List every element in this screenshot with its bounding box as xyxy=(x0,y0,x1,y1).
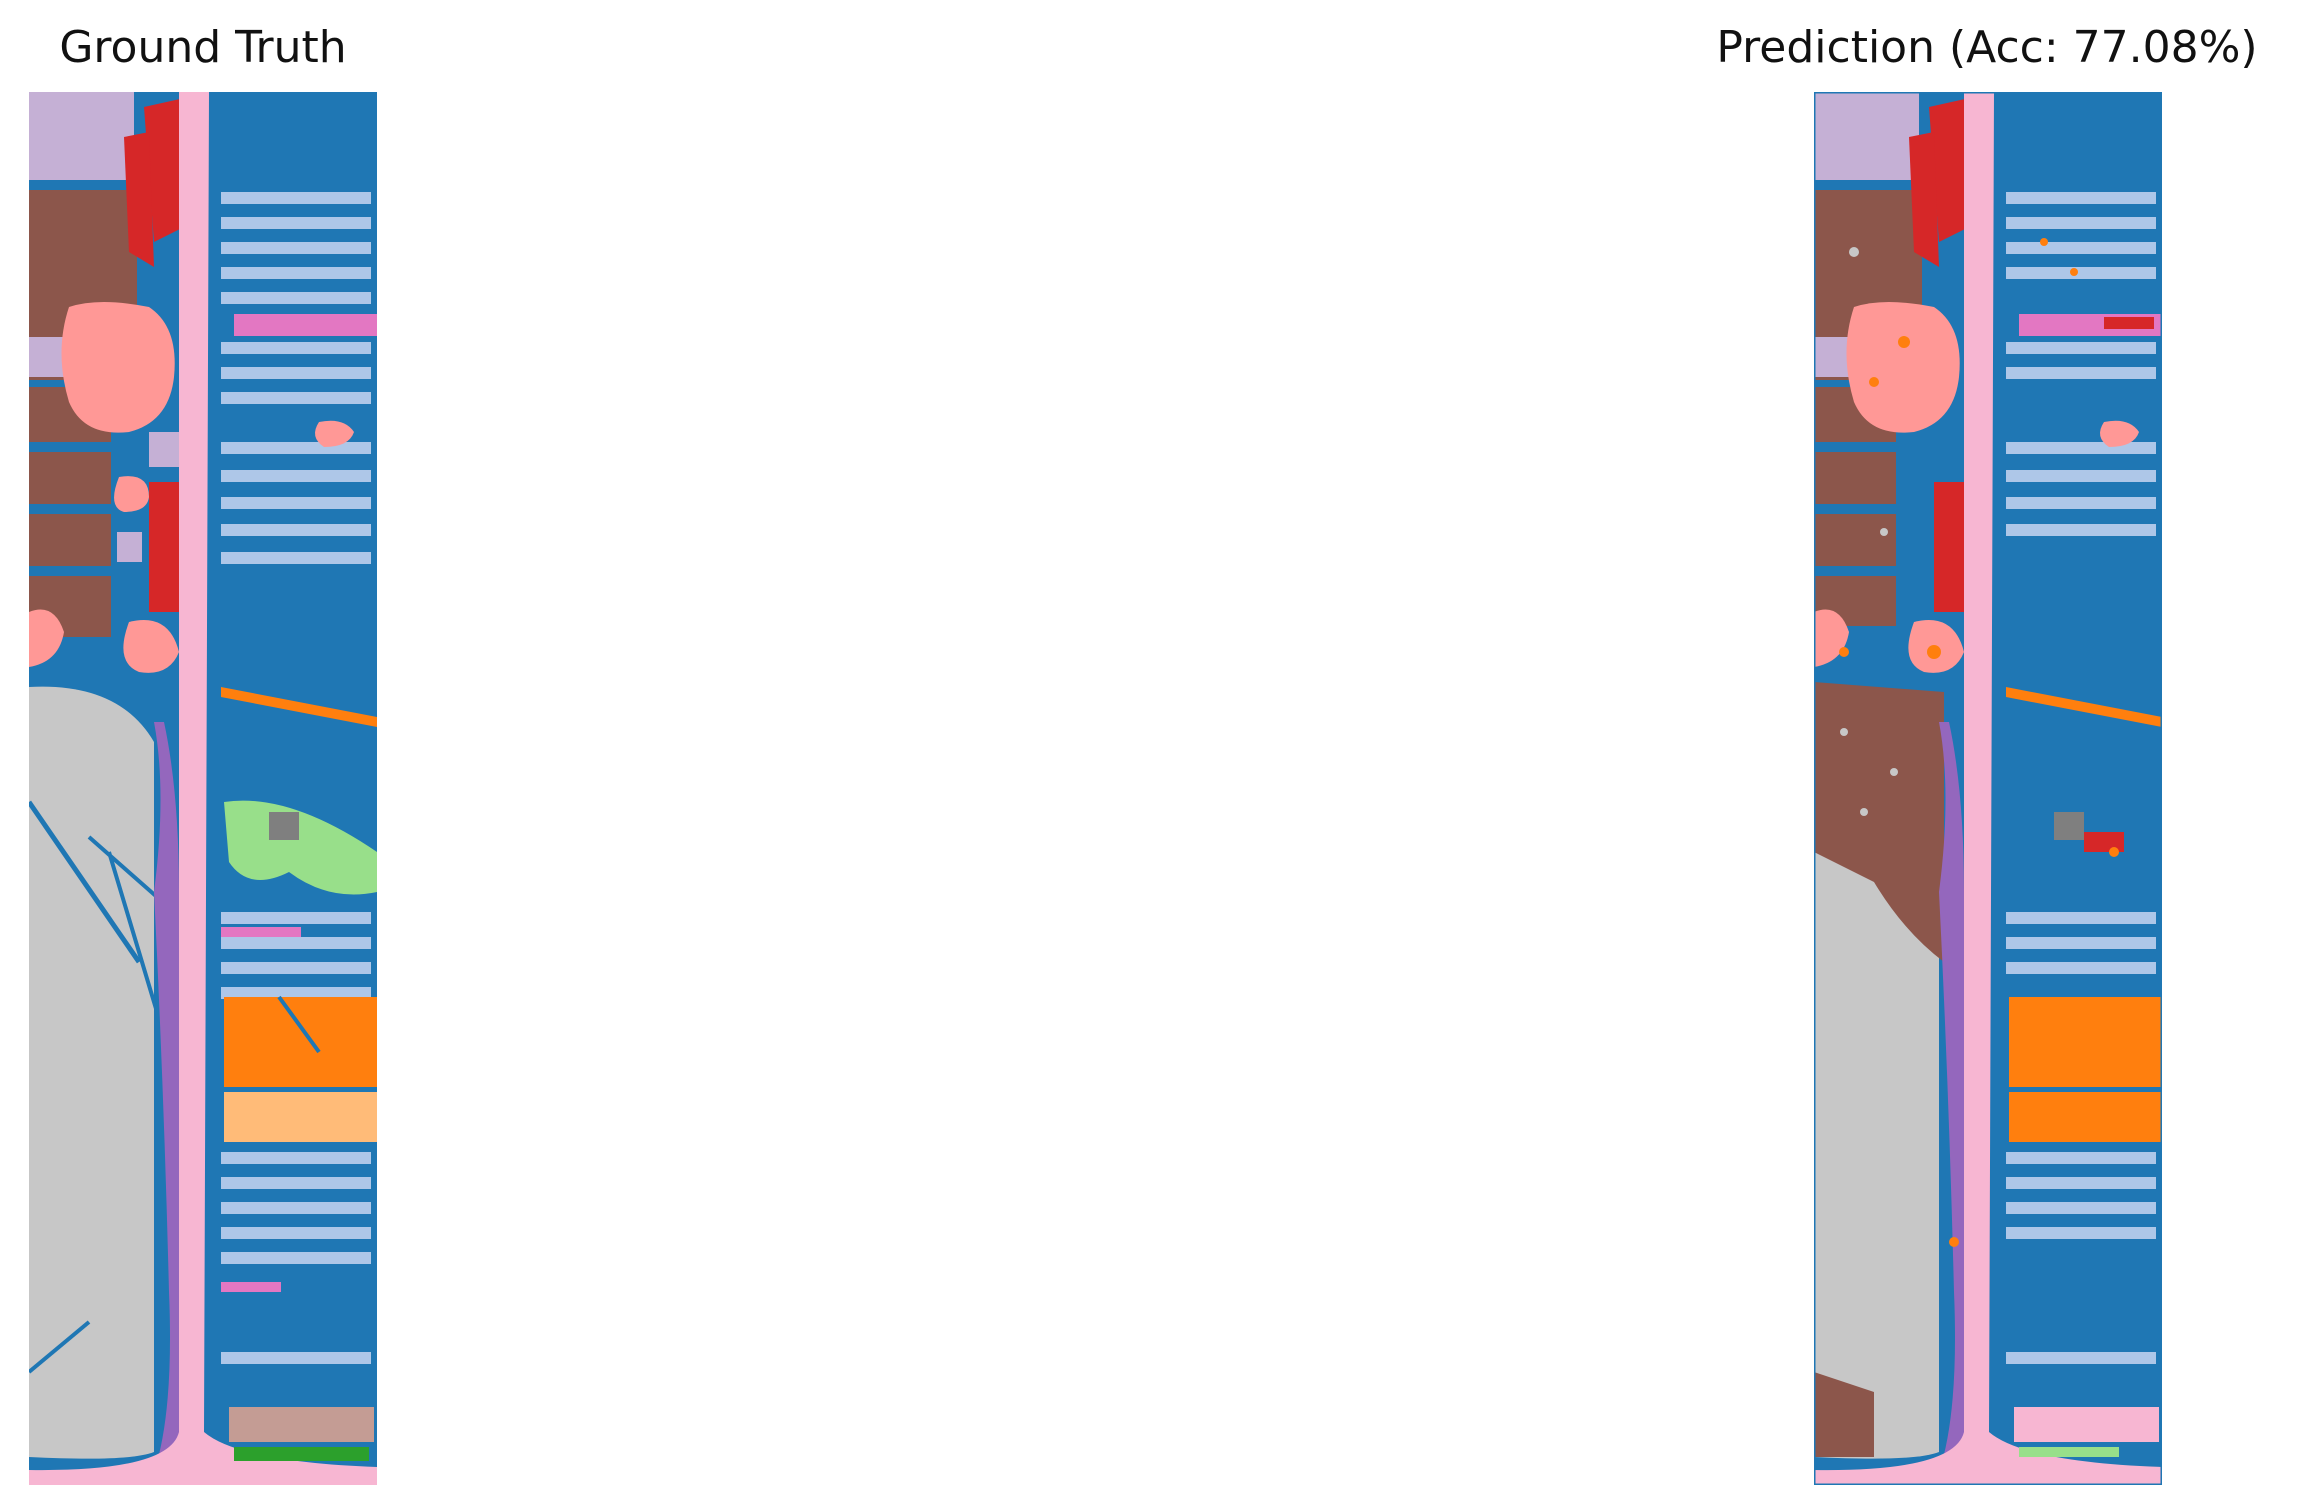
ground-truth-title: Ground Truth xyxy=(59,22,347,73)
prediction-title: Prediction (Acc: 77.08%) xyxy=(1716,22,2258,73)
prediction-map xyxy=(1814,92,2162,1485)
ground-truth-map xyxy=(29,92,377,1485)
